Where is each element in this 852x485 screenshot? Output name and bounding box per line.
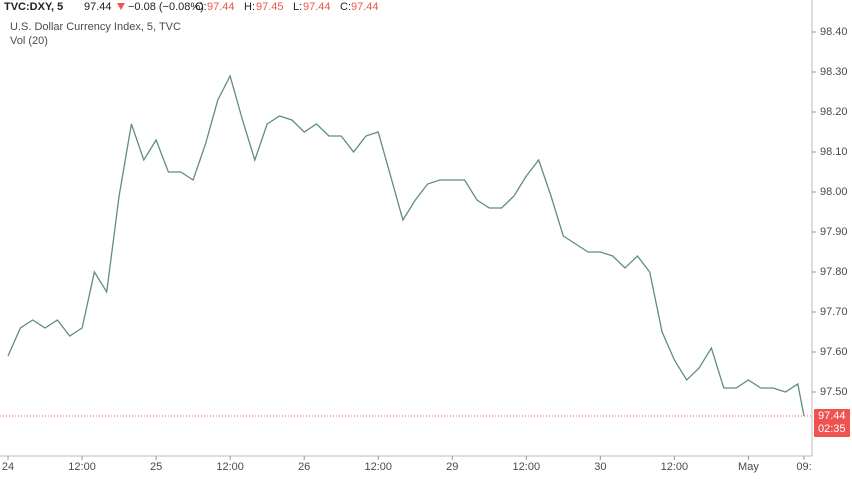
x-tick-label: 12:00 — [216, 461, 244, 473]
y-tick-label: 98.00 — [820, 186, 848, 198]
h: 97.45 — [256, 1, 284, 13]
x-tick-label: 29 — [446, 461, 458, 473]
x-tick-label: May — [738, 461, 759, 473]
x-tick-label: 26 — [298, 461, 310, 473]
down-arrow — [117, 3, 125, 10]
x-tick-label: 12:00 — [661, 461, 689, 473]
y-tick-label: 98.30 — [820, 66, 848, 78]
c-label: C: — [340, 1, 351, 13]
x-tick-label: 12:00 — [364, 461, 392, 473]
y-tick-label: 98.40 — [820, 26, 848, 38]
change: −0.08 (−0.08%) — [128, 1, 204, 13]
symbol: TVC:DXY, 5 — [4, 1, 63, 13]
price-tag-label: 97.44 — [818, 410, 846, 422]
x-tick-label: 09: — [796, 461, 811, 473]
y-tick-label: 98.20 — [820, 106, 848, 118]
l: 97.44 — [303, 1, 331, 13]
x-tick-label: 25 — [150, 461, 162, 473]
x-tick-label: 30 — [594, 461, 606, 473]
y-tick-label: 97.60 — [820, 346, 848, 358]
y-tick-label: 98.10 — [820, 146, 848, 158]
x-tick-label: 24 — [2, 461, 14, 473]
c: 97.44 — [351, 1, 379, 13]
chart-subtitle: Vol (20) — [10, 35, 48, 47]
x-tick-label: 12:00 — [513, 461, 541, 473]
y-tick-label: 97.80 — [820, 266, 848, 278]
price-tag — [814, 409, 850, 437]
o: 97.44 — [207, 1, 235, 13]
x-tick-label: 12:00 — [68, 461, 96, 473]
price-line — [7, 74, 805, 417]
chart-title: U.S. Dollar Currency Index, 5, TVC — [10, 21, 181, 33]
countdown: 02:35 — [818, 423, 846, 435]
o-label: O: — [195, 1, 207, 13]
y-tick-label: 97.50 — [820, 386, 848, 398]
header: TVC:DXY, 5 97.44 −0.08 (−0.08%) O: 97.44… — [4, 1, 379, 13]
y-tick-label: 97.90 — [820, 226, 848, 238]
h-label: H: — [244, 1, 255, 13]
y-tick-label: 97.70 — [820, 306, 848, 318]
last: 97.44 — [84, 1, 112, 13]
l-label: L: — [293, 1, 302, 13]
